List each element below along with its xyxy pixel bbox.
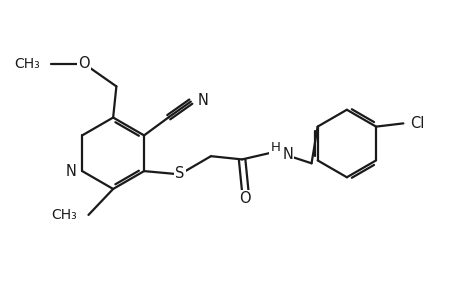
Text: N: N bbox=[197, 93, 208, 108]
Text: N: N bbox=[65, 164, 76, 178]
Text: O: O bbox=[78, 56, 90, 71]
Text: CH₃: CH₃ bbox=[51, 208, 77, 222]
Text: N: N bbox=[282, 147, 292, 162]
Text: H: H bbox=[270, 141, 280, 154]
Text: O: O bbox=[239, 191, 251, 206]
Text: Cl: Cl bbox=[409, 116, 423, 131]
Text: S: S bbox=[175, 166, 184, 181]
Text: CH₃: CH₃ bbox=[14, 57, 39, 71]
